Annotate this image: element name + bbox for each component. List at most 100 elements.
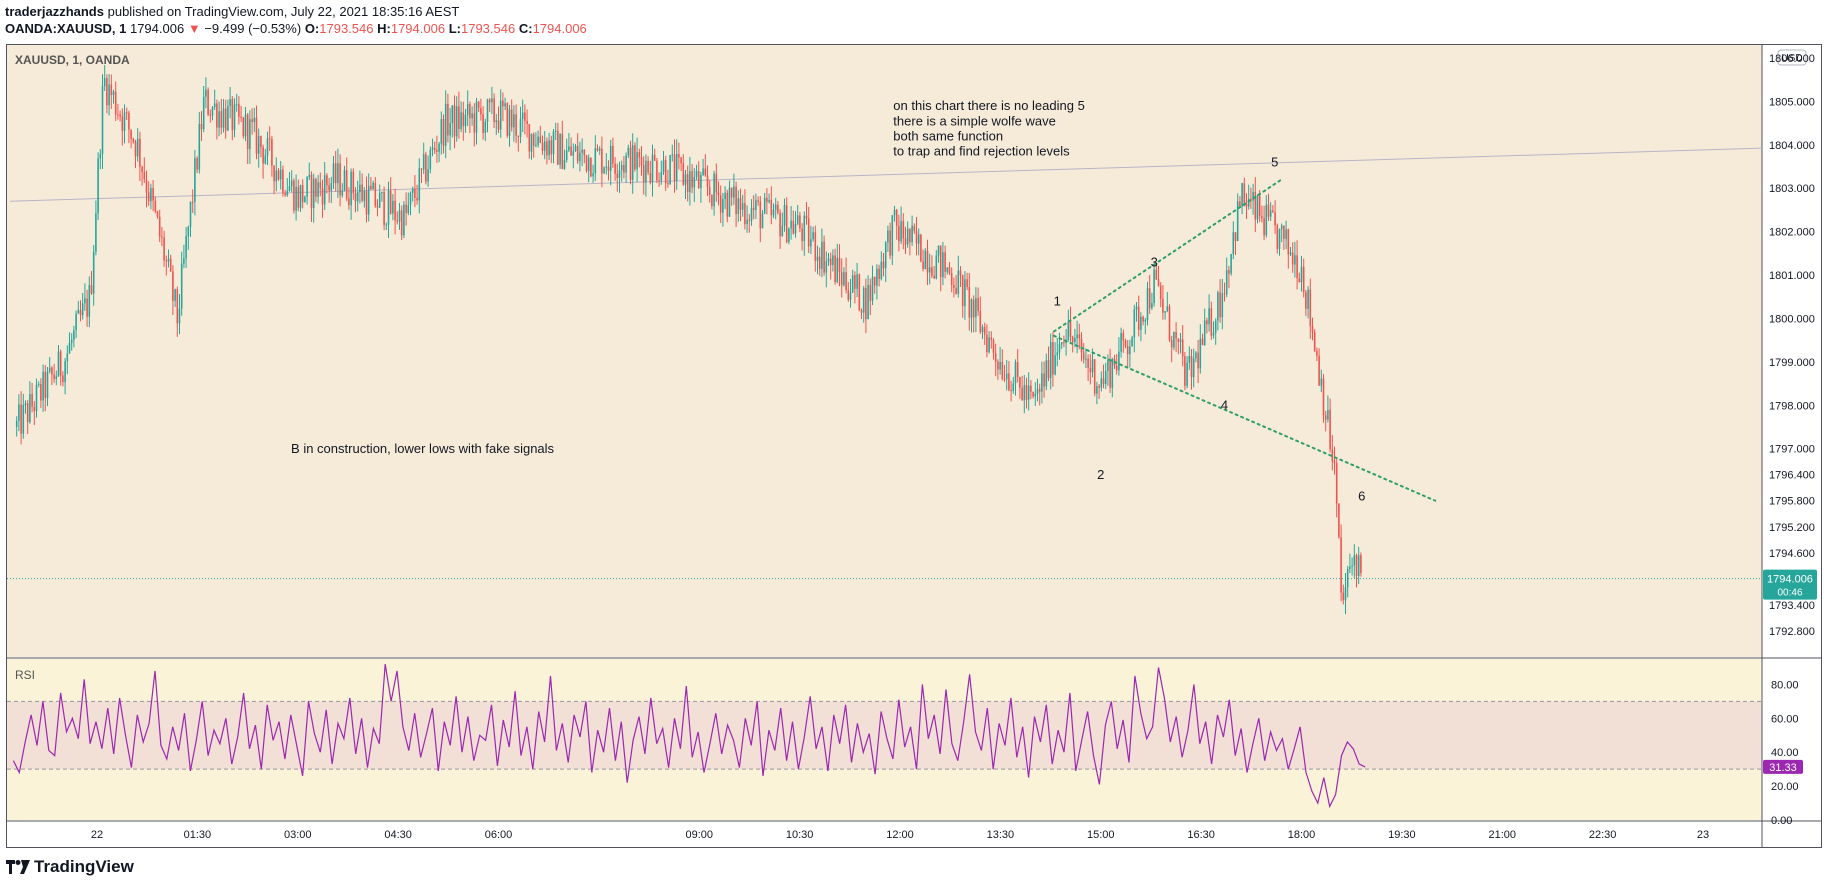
wolfe-wave-line[interactable]	[1052, 178, 1283, 333]
candle-body	[834, 255, 836, 283]
candle-body	[44, 371, 47, 398]
candle-body	[1360, 555, 1362, 574]
candle-body	[202, 96, 205, 130]
candle-body	[911, 225, 913, 243]
chart-annotation[interactable]: to trap and find rejection levels	[893, 144, 1070, 159]
candle-body	[728, 187, 731, 217]
candle-body	[902, 220, 905, 239]
candle-body	[90, 285, 93, 294]
candle-body	[592, 173, 594, 177]
candle-body	[845, 272, 847, 290]
candle-body	[356, 192, 359, 202]
candle-body	[977, 298, 979, 311]
candle-body	[865, 287, 867, 320]
candle-body	[673, 154, 676, 181]
candle-body	[231, 99, 234, 131]
chart-annotation[interactable]: there is a simple wolfe wave	[893, 113, 1056, 128]
candle-body	[1269, 210, 1272, 217]
chart-annotation[interactable]: on this chart there is no leading 5	[893, 98, 1085, 113]
wave-point-label[interactable]: 3	[1151, 254, 1158, 269]
candle-body	[876, 268, 878, 286]
candle-body	[86, 298, 88, 317]
candle-body	[792, 220, 795, 234]
candle-body	[1335, 462, 1338, 504]
candle-body	[862, 287, 865, 313]
candle-body	[651, 154, 654, 183]
candle-body	[955, 287, 957, 294]
wave-point-label[interactable]: 4	[1221, 398, 1228, 413]
candle-body	[1054, 355, 1056, 375]
candle-body	[70, 339, 73, 343]
candle-body	[889, 230, 891, 256]
candle-body	[627, 147, 630, 156]
time-tick-label: 06:00	[485, 829, 513, 841]
candle-body	[290, 180, 293, 187]
chart-annotation[interactable]: both same function	[893, 128, 1003, 143]
rsi-tick-label: 20.00	[1771, 781, 1799, 793]
candle-body	[590, 157, 592, 177]
candle-body	[46, 371, 49, 398]
candle-body	[198, 124, 201, 170]
time-tick-label: 22:30	[1589, 829, 1617, 841]
low-value: 1793.546	[460, 21, 516, 36]
candle-body	[1122, 332, 1125, 341]
candle-body	[867, 284, 869, 320]
candle-body	[20, 404, 22, 434]
candle-body	[24, 403, 27, 405]
candle-body	[1331, 449, 1334, 462]
rsi-tick-label: 60.00	[1771, 713, 1799, 725]
wave-point-label[interactable]: 2	[1097, 467, 1104, 482]
wave-point-label[interactable]: 6	[1358, 489, 1365, 504]
candle-body	[585, 155, 588, 172]
candle-body	[284, 192, 286, 196]
candle-body	[372, 182, 374, 190]
candle-body	[695, 170, 698, 178]
author-name[interactable]: traderjazzhands	[5, 4, 104, 19]
candle-body	[1225, 270, 1228, 295]
candle-body	[777, 204, 779, 213]
candle-body	[1329, 409, 1331, 450]
price-pane[interactable]	[7, 45, 1762, 657]
footer-brand: TradingView	[34, 857, 134, 876]
candle-body	[1195, 352, 1197, 359]
candle-body	[438, 143, 440, 152]
candle-body	[898, 225, 900, 242]
candle-body	[64, 361, 66, 383]
candle-body	[106, 78, 108, 106]
candle-body	[1043, 373, 1045, 387]
candle-body	[607, 166, 610, 171]
candle-body	[546, 141, 548, 156]
candle-body	[948, 267, 951, 274]
price-tick-label: 1803.000	[1769, 183, 1815, 195]
candle-body	[1109, 360, 1111, 388]
candle-body	[761, 213, 764, 229]
candle-body	[92, 251, 95, 294]
candle-body	[196, 158, 198, 170]
candle-body	[803, 215, 806, 242]
candle-body	[1058, 344, 1061, 353]
candle-body	[79, 310, 82, 316]
candle-body	[310, 174, 313, 209]
candle-body	[812, 232, 814, 240]
candle-body	[524, 112, 526, 121]
candle-body	[1311, 326, 1314, 333]
candle-body	[216, 103, 218, 128]
candle-body	[367, 185, 370, 215]
chart-annotation[interactable]: B in construction, lower lows with fake …	[291, 441, 555, 456]
currency-badge[interactable]	[1777, 49, 1807, 66]
price-tick-label: 1802.000	[1769, 227, 1815, 239]
candle-body	[449, 123, 451, 136]
candle-body	[506, 103, 509, 136]
candle-body	[484, 121, 487, 134]
candle-body	[62, 375, 64, 383]
candle-body	[612, 145, 614, 164]
candle-body	[752, 207, 755, 211]
candle-body	[697, 170, 700, 189]
candle-body	[352, 171, 355, 194]
wave-point-label[interactable]: 5	[1271, 155, 1278, 170]
candle-body	[398, 210, 401, 222]
wave-point-label[interactable]: 1	[1054, 293, 1061, 308]
candle-body	[847, 289, 850, 300]
candle-body	[308, 174, 311, 178]
